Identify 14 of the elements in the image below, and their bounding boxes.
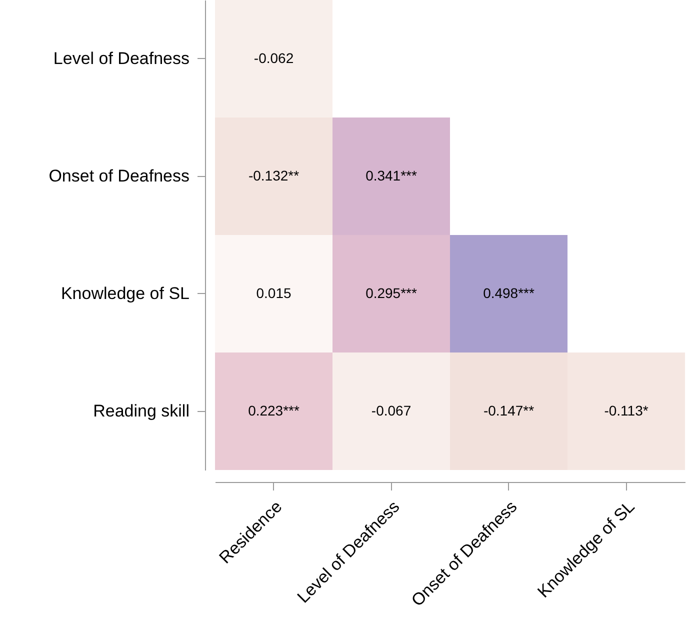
data-label: 0.223*** — [248, 402, 300, 418]
data-label: -0.113* — [604, 402, 649, 418]
data-label: 0.341*** — [366, 167, 418, 184]
y-tick-label: Reading skill — [93, 401, 190, 420]
y-tick-label: Level of Deafness — [53, 48, 190, 68]
y-tick-label: Knowledge of SL — [60, 284, 190, 303]
data-label: 0.295*** — [366, 284, 418, 301]
y-tick-label: Onset of Deafness — [48, 166, 190, 186]
data-label: -0.147** — [483, 402, 535, 418]
data-label: -0.062 — [254, 50, 294, 66]
data-label: 0.015 — [256, 284, 292, 301]
data-label: -0.067 — [371, 402, 412, 418]
data-label: -0.132** — [248, 167, 300, 184]
data-label: 0.498*** — [483, 284, 535, 301]
